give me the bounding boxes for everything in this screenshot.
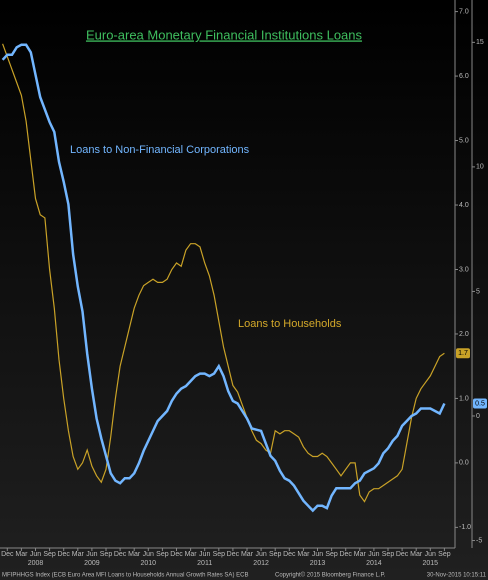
x-year-label: 2014	[366, 560, 382, 567]
x-tick-label: Jun	[86, 551, 97, 558]
x-tick-label: Sep	[325, 551, 338, 558]
end-label-box	[456, 348, 470, 359]
y2-tick-label: 15	[476, 39, 484, 46]
y-tick-label: -1.0	[459, 524, 471, 531]
y-tick-label: 7.0	[459, 8, 469, 15]
x-tick-label: Sep	[213, 551, 226, 558]
x-tick-label: Mar	[72, 551, 85, 558]
y2-tick-label: 0	[476, 413, 480, 420]
x-tick-label: Sep	[156, 551, 169, 558]
x-tick-label: Mar	[185, 551, 198, 558]
y-tick-label: 5.0	[459, 137, 469, 144]
end-label-box	[473, 398, 487, 409]
x-year-label: 2008	[28, 560, 44, 567]
x-tick-label: Jun	[143, 551, 154, 558]
x-tick-label: Jun	[30, 551, 41, 558]
x-tick-label: Mar	[241, 551, 254, 558]
end-label: 1.7	[458, 350, 468, 357]
y2-tick-label: 5	[476, 288, 480, 295]
x-tick-label: Jun	[312, 551, 323, 558]
footer: MFIPHHGS Index (ECB Euro Area MFI Loans …	[2, 573, 248, 579]
x-tick-label: Mar	[15, 551, 28, 558]
x-year-label: 2010	[141, 560, 157, 567]
x-year-label: 2009	[84, 560, 100, 567]
x-tick-label: Jun	[199, 551, 210, 558]
x-tick-label: Dec	[57, 551, 70, 558]
y-tick-label: 2.0	[459, 331, 469, 338]
x-tick-label: Mar	[128, 551, 141, 558]
annotation: Loans to Non-Financial Corporations	[70, 144, 250, 156]
end-label: 0.5	[475, 400, 485, 407]
footer: Copyright© 2015 Bloomberg Finance L.P.	[275, 572, 386, 579]
y2-tick-label: 10	[476, 164, 484, 171]
x-tick-label: Dec	[114, 551, 127, 558]
y-tick-label: 6.0	[459, 73, 469, 80]
y-tick-label: 1.0	[459, 395, 469, 402]
x-tick-label: Dec	[170, 551, 183, 558]
x-tick-label: Dec	[396, 551, 409, 558]
x-tick-label: Dec	[1, 551, 14, 558]
x-tick-label: Dec	[227, 551, 240, 558]
y-tick-label: 0.0	[459, 460, 469, 467]
annotation: Loans to Households	[238, 318, 342, 330]
x-year-label: 2012	[253, 560, 269, 567]
series-line	[2, 43, 445, 503]
y-tick-label: 3.0	[459, 266, 469, 273]
x-tick-label: Jun	[425, 551, 436, 558]
x-tick-label: Dec	[339, 551, 352, 558]
x-tick-label: Mar	[297, 551, 310, 558]
x-year-label: 2013	[310, 560, 326, 567]
y2-tick-label: -5	[476, 537, 482, 544]
x-tick-label: Jun	[255, 551, 266, 558]
footer: 30-Nov-2015 10:15:11	[427, 573, 487, 579]
x-tick-label: Sep	[269, 551, 282, 558]
x-tick-label: Dec	[283, 551, 296, 558]
x-tick-label: Mar	[410, 551, 423, 558]
x-tick-label: Sep	[43, 551, 56, 558]
chart-title: Euro-area Monetary Financial Institution…	[86, 27, 363, 42]
x-tick-label: Jun	[368, 551, 379, 558]
x-tick-label: Sep	[100, 551, 113, 558]
x-year-label: 2015	[423, 560, 439, 567]
series-line	[1, 43, 446, 513]
x-tick-label: Sep	[438, 551, 451, 558]
y-tick-label: 4.0	[459, 202, 469, 209]
x-tick-label: Mar	[354, 551, 367, 558]
x-tick-label: Sep	[382, 551, 395, 558]
x-year-label: 2011	[197, 560, 212, 567]
